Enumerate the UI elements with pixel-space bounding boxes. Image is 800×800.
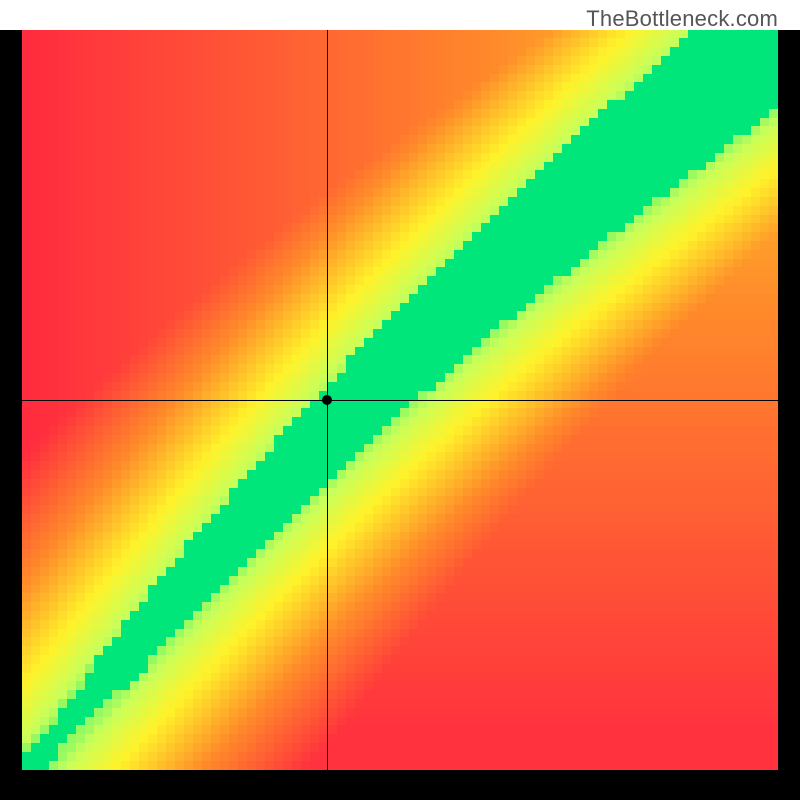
frame-border-right [778, 30, 800, 770]
crosshair-horizontal [22, 400, 778, 401]
frame-border-left [0, 30, 22, 770]
frame-border-bottom [0, 770, 800, 800]
watermark-text: TheBottleneck.com [586, 6, 778, 32]
marker-dot [322, 395, 332, 405]
chart-frame: TheBottleneck.com [0, 0, 800, 800]
